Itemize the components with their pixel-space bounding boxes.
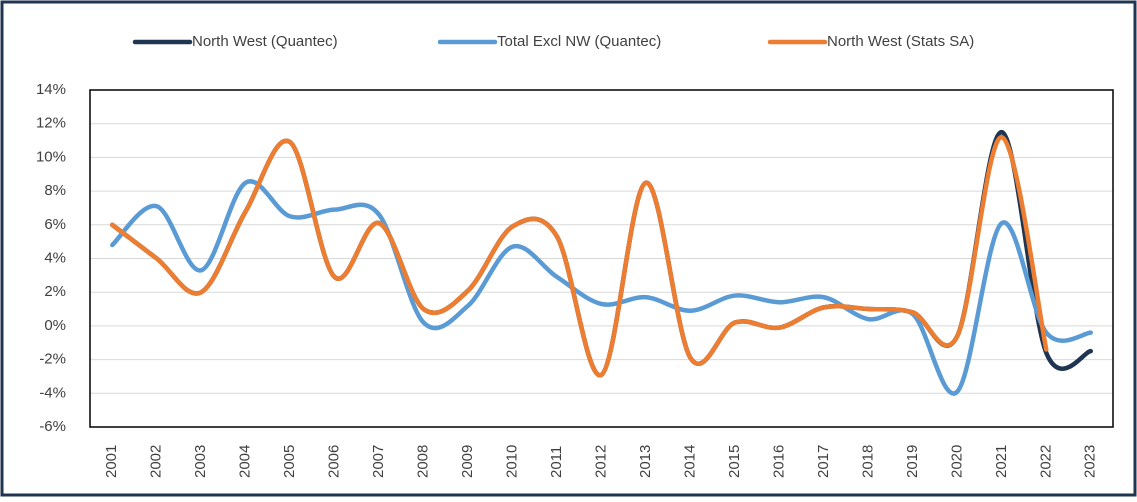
x-tick-label: 2023 [1082,445,1099,478]
y-tick-label: -4% [39,384,66,401]
legend-label: North West (Stats SA) [827,33,974,50]
legend-label: North West (Quantec) [192,33,338,50]
x-tick-label: 2016 [770,445,787,478]
x-tick-label: 2007 [370,445,387,478]
y-tick-label: 6% [44,216,66,233]
x-tick-label: 2019 [904,445,921,478]
y-tick-label: 8% [44,182,66,199]
x-tick-label: 2010 [504,445,521,478]
x-tick-label: 2009 [459,445,476,478]
x-tick-label: 2005 [281,445,298,478]
y-tick-label: 10% [36,148,66,165]
x-tick-label: 2004 [237,445,254,478]
x-tick-label: 2012 [592,445,609,478]
y-tick-label: -2% [39,351,66,368]
x-tick-label: 2006 [326,445,343,478]
series-line [109,179,1094,396]
y-tick-label: 2% [44,283,66,300]
x-tick-label: 2015 [726,445,743,478]
y-tick-label: 14% [36,81,66,98]
x-tick-label: 2011 [548,446,565,478]
plot-area [89,89,1114,428]
x-tick-label: 2003 [192,445,209,478]
x-tick-label: 2008 [415,445,432,478]
y-tick-label: 0% [44,317,66,334]
x-tick-label: 2001 [103,445,120,478]
x-tick-label: 2018 [859,445,876,478]
x-tick-label: 2017 [815,445,832,478]
x-tick-label: 2021 [993,445,1010,478]
x-tick-label: 2014 [681,445,698,478]
x-tick-label: 2022 [1037,445,1054,478]
series-line [109,134,1049,378]
y-tick-label: 12% [36,115,66,132]
x-tick-label: 2013 [637,445,654,478]
x-tick-label: 2002 [148,445,165,478]
y-tick-label: -6% [39,418,66,435]
y-tick-label: 4% [44,249,66,266]
x-tick-label: 2020 [948,445,965,478]
legend-label: Total Excl NW (Quantec) [497,33,661,50]
